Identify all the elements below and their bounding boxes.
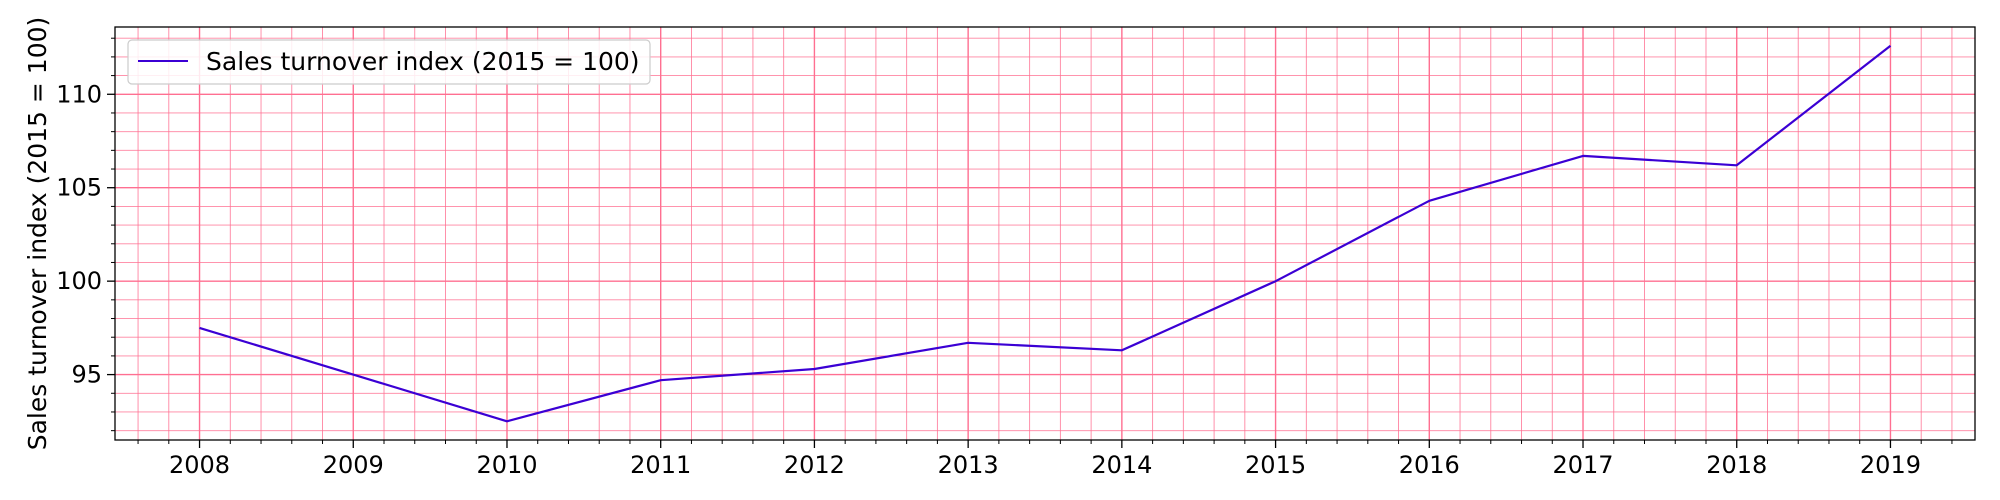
x-tick-label: 2009 xyxy=(323,451,384,479)
x-tick-label: 2019 xyxy=(1860,451,1921,479)
x-tick-label: 2013 xyxy=(938,451,999,479)
grid xyxy=(115,27,1975,440)
legend: Sales turnover index (2015 = 100) xyxy=(127,39,651,85)
plot-frame xyxy=(114,26,1976,441)
x-tick-label: 2017 xyxy=(1552,451,1613,479)
legend-box xyxy=(127,39,651,85)
x-tick-label: 2015 xyxy=(1245,451,1306,479)
series-line xyxy=(199,44,1892,423)
ticks: 2008 2009 2010 2011 2012 2013 2014 2015 2016 2017… xyxy=(56,37,1953,479)
x-tick-label: 2008 xyxy=(169,451,230,479)
y-tick-label: 105 xyxy=(56,174,102,202)
x-tick-label: 2011 xyxy=(630,451,691,479)
series-layer xyxy=(199,44,1892,423)
x-tick-label: 2018 xyxy=(1706,451,1767,479)
y-tick-label: 110 xyxy=(56,80,102,108)
y-tick-label: 95 xyxy=(71,361,102,389)
x-tick-label: 2016 xyxy=(1399,451,1460,479)
y-tick-label: 100 xyxy=(56,267,102,295)
x-tick-label: 2010 xyxy=(476,451,537,479)
legend-entry: Sales turnover index (2015 = 100) xyxy=(206,47,640,76)
x-tick-label: 2014 xyxy=(1091,451,1152,479)
y-axis-title: Sales turnover index (2015 = 100) xyxy=(23,17,52,451)
x-tick-label: 2012 xyxy=(784,451,845,479)
